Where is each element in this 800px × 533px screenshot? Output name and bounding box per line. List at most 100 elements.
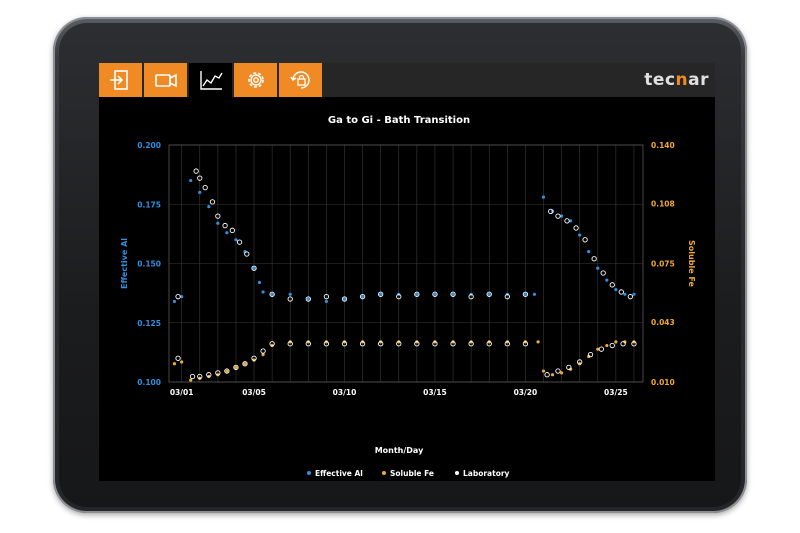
lab-point (209, 199, 216, 205)
legend-marker (455, 471, 459, 475)
data-point (342, 297, 347, 301)
y-axis-label-left: Effective Al (120, 238, 129, 289)
data-point (261, 353, 265, 357)
y-tick-label-left: 0.100 (137, 378, 161, 387)
lab-point (242, 361, 248, 367)
lab-point (378, 291, 384, 297)
video-camera-icon (154, 73, 177, 88)
lab-point (396, 294, 402, 300)
series-laboratory (175, 168, 633, 302)
data-point (559, 214, 564, 218)
lab-point (620, 341, 626, 347)
brand-logo: tecnar (644, 70, 709, 90)
lab-point (229, 227, 235, 233)
lab-point (544, 372, 550, 378)
x-tick-label: 03/25 (604, 388, 628, 397)
data-point (288, 292, 292, 296)
y-tick-label-right: 0.140 (651, 141, 675, 150)
y-tick-label-left: 0.150 (137, 260, 161, 269)
y-tick-label-right: 0.075 (651, 260, 675, 269)
lab-point (236, 239, 243, 245)
lab-point (341, 296, 348, 302)
lab-point (504, 294, 510, 300)
data-point (451, 292, 455, 296)
plot-area (168, 144, 644, 383)
x-tick-label: 03/15 (423, 388, 447, 397)
lab-point (450, 291, 456, 297)
lab-point (618, 289, 624, 295)
lock-rotation-button[interactable] (279, 63, 322, 97)
data-point (172, 299, 177, 304)
lab-point (175, 355, 181, 361)
data-point (541, 195, 546, 199)
data-point (523, 292, 528, 296)
data-point (306, 297, 310, 301)
lab-point (609, 342, 615, 349)
lab-point (269, 291, 275, 297)
lab-point (323, 294, 330, 300)
lab-point (224, 368, 230, 374)
series-effective-al (172, 178, 636, 304)
data-point (234, 365, 238, 370)
lab-point (193, 168, 199, 174)
lab-point (197, 373, 203, 380)
data-point (614, 287, 618, 292)
lab-point (564, 218, 570, 224)
lab-point (215, 213, 221, 219)
series-laboratory (175, 341, 637, 380)
lab-point (233, 364, 239, 371)
legend-marker (382, 471, 386, 475)
lab-point (598, 346, 605, 352)
lab-point (555, 213, 561, 219)
chart-button[interactable] (189, 63, 232, 97)
lab-point (251, 355, 257, 361)
chart-grid (169, 144, 643, 383)
lab-point (486, 291, 492, 297)
settings-button[interactable] (234, 63, 277, 97)
lab-point (175, 294, 181, 300)
data-point (415, 292, 419, 296)
gear-icon (247, 72, 264, 88)
data-point (189, 178, 193, 183)
data-point (207, 205, 211, 209)
lab-point (206, 372, 212, 378)
data-point (596, 347, 600, 351)
data-point (550, 373, 555, 377)
lab-point (548, 208, 554, 215)
exit-button[interactable] (99, 63, 142, 97)
data-point (614, 340, 618, 344)
lab-point (215, 370, 221, 376)
lab-point (577, 359, 583, 365)
data-point (257, 280, 262, 285)
data-point (198, 190, 202, 194)
x-axis-label: Month/Day (375, 446, 424, 455)
chart-title: Ga to Gi - Bath Transition (328, 115, 470, 126)
data-point (324, 299, 328, 304)
lab-point (555, 368, 561, 374)
lab-point (222, 222, 228, 229)
data-point (587, 250, 591, 254)
chart-legend: Effective Al Soluble Fe Laboratory (307, 469, 510, 478)
lock-rotate-icon (289, 71, 310, 89)
chart-ticks: 03/01 03/05 03/10 03/15 03/20 03/25 0.100 0.125… (137, 141, 674, 397)
data-point (433, 292, 437, 296)
lab-point (414, 291, 420, 297)
data-point (536, 340, 540, 344)
bath-transition-chart: Ga to Gi - Bath Transition 03/01 03/05 03/… (120, 115, 696, 478)
line-chart-icon (199, 71, 223, 90)
y-tick-label-right: 0.108 (651, 199, 675, 208)
lab-point (504, 341, 510, 347)
lab-point (587, 352, 594, 358)
lab-point (269, 341, 275, 347)
data-point (605, 278, 609, 282)
data-point (180, 360, 184, 364)
lab-point (432, 341, 438, 347)
lab-point (631, 341, 637, 347)
chart-marks (172, 168, 637, 382)
exit-icon (109, 70, 128, 90)
y-tick-label-right: 0.010 (651, 378, 675, 387)
lab-point (450, 341, 456, 347)
toolbar: tecnar (99, 63, 715, 97)
legend-label: Effective Al (315, 469, 363, 478)
camera-button[interactable] (144, 63, 187, 97)
